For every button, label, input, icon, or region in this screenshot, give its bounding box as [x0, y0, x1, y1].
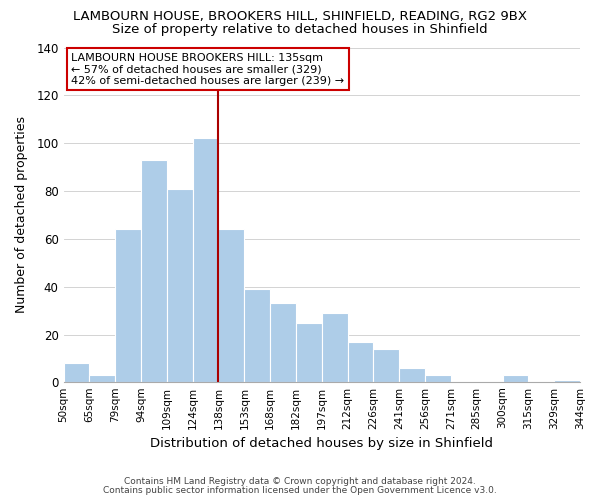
Bar [115, 230, 141, 382]
Bar [193, 138, 218, 382]
Bar [347, 342, 373, 382]
Y-axis label: Number of detached properties: Number of detached properties [15, 116, 28, 314]
Text: LAMBOURN HOUSE, BROOKERS HILL, SHINFIELD, READING, RG2 9BX: LAMBOURN HOUSE, BROOKERS HILL, SHINFIELD… [73, 10, 527, 23]
Bar [244, 289, 270, 382]
Bar [270, 304, 296, 382]
Bar [89, 375, 115, 382]
Bar [141, 160, 167, 382]
Bar [554, 380, 580, 382]
Text: Contains public sector information licensed under the Open Government Licence v3: Contains public sector information licen… [103, 486, 497, 495]
X-axis label: Distribution of detached houses by size in Shinfield: Distribution of detached houses by size … [150, 437, 493, 450]
Bar [167, 188, 193, 382]
Bar [322, 313, 347, 382]
Bar [503, 375, 529, 382]
Text: Contains HM Land Registry data © Crown copyright and database right 2024.: Contains HM Land Registry data © Crown c… [124, 477, 476, 486]
Text: LAMBOURN HOUSE BROOKERS HILL: 135sqm
← 57% of detached houses are smaller (329)
: LAMBOURN HOUSE BROOKERS HILL: 135sqm ← 5… [71, 52, 344, 86]
Bar [218, 230, 244, 382]
Bar [296, 322, 322, 382]
Bar [425, 375, 451, 382]
Text: Size of property relative to detached houses in Shinfield: Size of property relative to detached ho… [112, 22, 488, 36]
Bar [399, 368, 425, 382]
Bar [64, 363, 89, 382]
Bar [373, 349, 399, 382]
